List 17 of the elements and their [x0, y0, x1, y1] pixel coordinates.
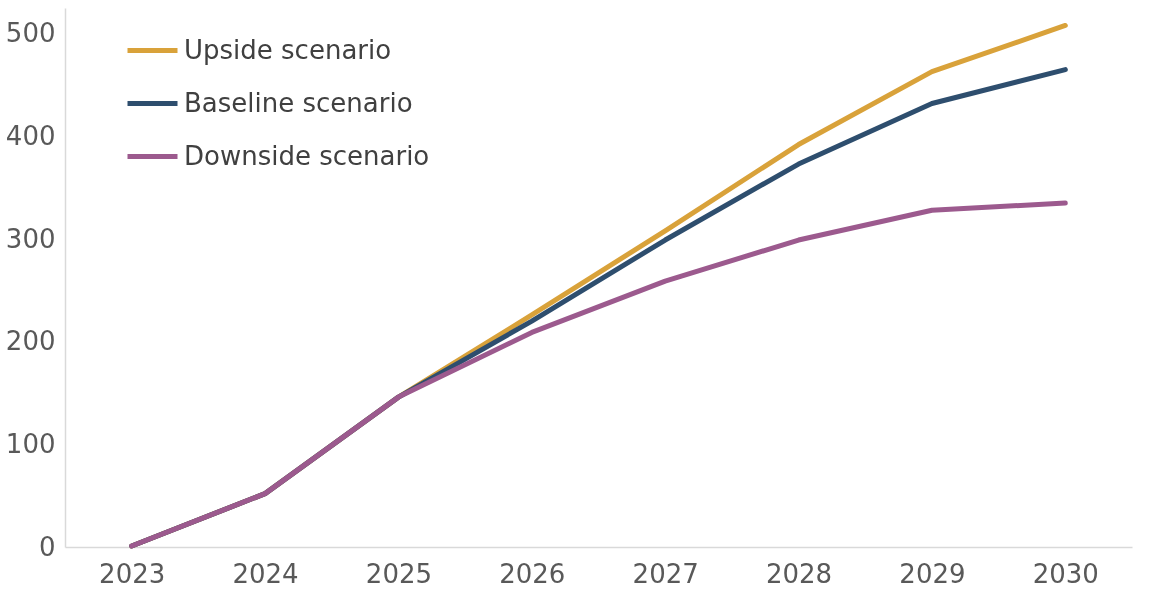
x-tick-label: 2030 [1032, 558, 1099, 589]
x-tick-label: 2024 [232, 558, 299, 589]
y-tick-label: 400 [5, 120, 56, 151]
y-tick-label: 300 [5, 223, 56, 254]
legend-label: Upside scenario [184, 34, 392, 65]
x-tick-label: 2025 [365, 558, 433, 589]
y-tick-label: 500 [5, 18, 56, 49]
x-tick-label: 2026 [499, 558, 566, 589]
y-tick-label: 0 [38, 531, 56, 562]
y-tick-label: 200 [5, 326, 56, 357]
x-tick-label: 2029 [899, 558, 966, 589]
legend-label: Downside scenario [184, 140, 430, 171]
x-tick-label: 2023 [99, 558, 166, 589]
x-tick-label: 2027 [632, 558, 699, 589]
y-tick-label: 100 [5, 428, 56, 459]
x-tick-label: 2028 [765, 558, 833, 589]
legend-label: Baseline scenario [184, 87, 413, 118]
